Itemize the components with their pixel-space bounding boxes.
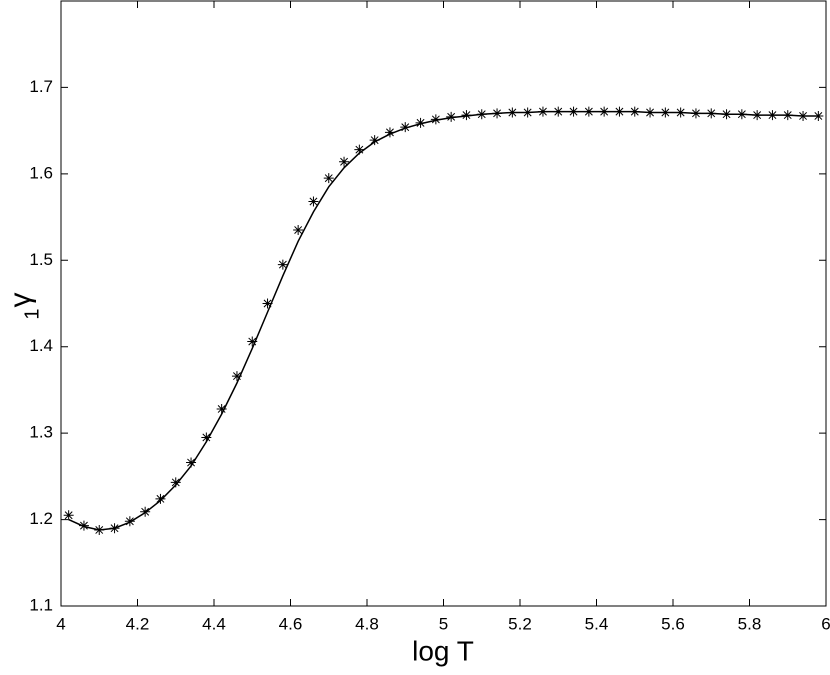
asterisk-marker xyxy=(430,114,441,125)
asterisk-marker xyxy=(767,110,778,121)
x-tick-label: 4 xyxy=(56,614,65,633)
asterisk-marker xyxy=(645,107,656,118)
asterisk-marker xyxy=(583,106,594,117)
asterisk-marker xyxy=(231,371,242,382)
x-tick-label: 5.6 xyxy=(661,614,685,633)
asterisk-marker xyxy=(415,117,426,128)
asterisk-marker xyxy=(308,196,319,207)
asterisk-marker xyxy=(675,107,686,118)
asterisk-marker xyxy=(706,108,717,119)
y-tick-label: 1.1 xyxy=(29,595,53,614)
asterisk-marker xyxy=(63,510,74,521)
asterisk-marker xyxy=(813,110,824,121)
x-tick-label: 5.4 xyxy=(585,614,609,633)
x-axis-label: log T xyxy=(412,635,474,666)
plot-frame xyxy=(60,0,827,607)
asterisk-marker xyxy=(384,127,395,138)
x-tick-label: 4.6 xyxy=(279,614,303,633)
x-tick-label: 4.4 xyxy=(202,614,226,633)
asterisk-marker xyxy=(277,259,288,270)
data-line xyxy=(68,110,819,531)
asterisk-marker xyxy=(476,109,487,120)
x-tick-label: 4.2 xyxy=(126,614,150,633)
asterisk-marker xyxy=(186,457,197,468)
asterisk-marker xyxy=(721,109,732,120)
asterisk-marker xyxy=(339,156,350,167)
asterisk-marker xyxy=(660,107,671,118)
asterisk-marker xyxy=(94,524,105,535)
asterisk-marker xyxy=(568,106,579,117)
x-tick-label: 4.8 xyxy=(355,614,379,633)
asterisk-marker xyxy=(507,107,518,118)
asterisk-marker xyxy=(216,403,227,414)
asterisk-marker xyxy=(492,108,503,119)
asterisk-marker xyxy=(599,106,610,117)
asterisk-marker xyxy=(537,106,548,117)
asterisk-marker xyxy=(798,110,809,121)
asterisk-marker xyxy=(140,506,151,517)
asterisk-marker xyxy=(323,173,334,184)
y-tick-label: 1.7 xyxy=(29,77,53,96)
asterisk-marker xyxy=(400,122,411,133)
asterisk-marker xyxy=(446,111,457,122)
asterisk-marker xyxy=(553,106,564,117)
asterisk-marker xyxy=(461,110,472,121)
asterisk-marker xyxy=(614,106,625,117)
x-tick-label: 6 xyxy=(821,614,830,633)
asterisk-marker xyxy=(109,523,120,534)
asterisk-marker xyxy=(369,135,380,146)
y-tick-label: 1.4 xyxy=(29,336,53,355)
asterisk-marker xyxy=(629,106,640,117)
x-tick-label: 5 xyxy=(439,614,448,633)
y-tick-label: 1.5 xyxy=(29,250,53,269)
asterisk-marker xyxy=(752,110,763,121)
asterisk-marker xyxy=(782,110,793,121)
asterisk-marker xyxy=(78,520,89,531)
asterisk-marker xyxy=(690,108,701,119)
asterisk-marker xyxy=(201,432,212,443)
x-tick-label: 5.8 xyxy=(738,614,762,633)
y-axis-label: γ 1 xyxy=(4,293,43,320)
asterisk-marker xyxy=(247,336,258,347)
asterisk-marker xyxy=(293,225,304,236)
x-tick-label: 5.2 xyxy=(508,614,532,633)
y-tick-label: 1.2 xyxy=(29,509,53,528)
y-axis-subscript: 1 xyxy=(21,308,43,319)
y-axis-symbol: γ xyxy=(4,293,37,308)
y-tick-label: 1.6 xyxy=(29,163,53,182)
asterisk-marker xyxy=(124,516,135,527)
asterisk-marker xyxy=(354,144,365,155)
asterisk-marker xyxy=(736,109,747,120)
asterisk-marker xyxy=(170,477,181,488)
asterisk-marker xyxy=(155,493,166,504)
asterisk-marker xyxy=(262,298,273,309)
y-tick-label: 1.3 xyxy=(29,423,53,442)
asterisk-marker xyxy=(522,107,533,118)
